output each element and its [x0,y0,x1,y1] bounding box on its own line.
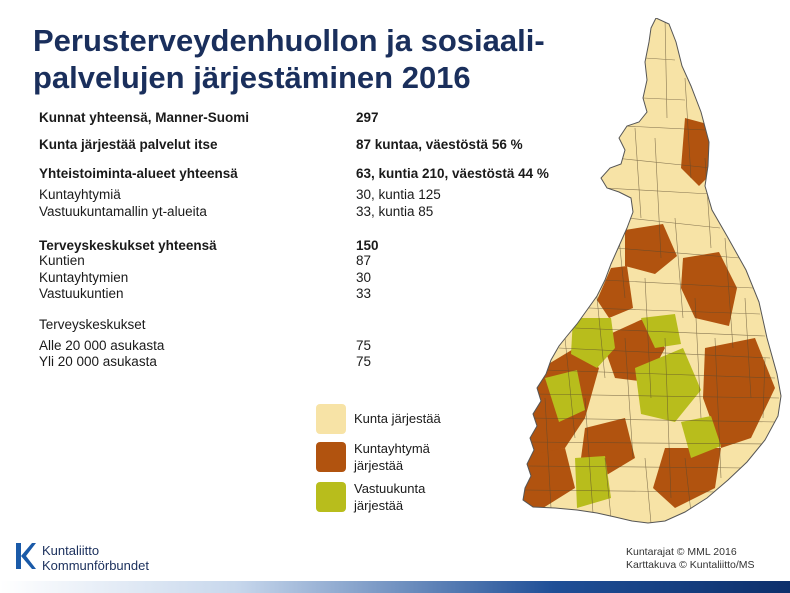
stat-row-kuntayhtymia: Kuntayhtymiä 30, kuntia 125 [39,186,609,203]
logo-text: Kuntaliitto Kommunförbundet [42,543,149,573]
logo-line-2: Kommunförbundet [42,558,149,573]
title-line-1: Perusterveydenhuollon ja sosiaali- [33,23,545,58]
vastuukunta-region [681,416,721,458]
map-credits: Kuntarajat © MML 2016 Karttakuva © Kunta… [626,546,755,572]
legend-label: Vastuukunta järjestää [354,481,426,513]
stat-row-kuntien: Kuntien 87 [39,252,609,269]
stat-label: Terveyskeskukset [39,317,146,332]
stat-row-yhteistoiminta: Yhteistoiminta-alueet yhteensä 63, kunti… [39,165,609,182]
stat-row-kunnat: Kunnat yhteensä, Manner-Suomi 297 [39,109,609,126]
stat-value: 150 [356,238,379,253]
credit-line-1: Kuntarajat © MML 2016 [626,546,737,558]
kuntayhtyma-region [703,338,775,448]
stat-label: Yli 20 000 asukasta [39,354,157,369]
stat-row-terveyskeskukset: Terveyskeskukset yhteensä 150 [39,237,609,254]
stat-value: 30 [356,270,372,285]
finland-outline [522,18,782,524]
legend-label: Kunta järjestää [354,411,441,426]
vastuukunta-region [635,348,701,422]
credit-line-2: Karttakuva © Kuntaliitto/MS [626,559,755,571]
stat-row-vastuukunta: Vastuukuntamallin yt-alueita 33, kuntia … [39,203,609,220]
title-line-2: palvelujen järjestäminen 2016 [33,60,471,95]
vastuukunta-region [545,370,585,422]
stat-value: 30, kuntia 125 [356,187,441,202]
stat-value: 87 kuntaa, väestöstä 56 % [356,137,523,152]
legend-swatch-kuntayhtyma [316,442,346,472]
stat-value: 33 [356,286,372,301]
vastuukunta-region [571,318,615,368]
kuntayhtyma-region [681,252,737,326]
logo-line-1: Kuntaliitto [42,543,100,558]
stat-value: 33, kuntia 85 [356,204,434,219]
legend-label: Kuntayhtymä järjestää [354,441,430,473]
legend-swatch-kunta [316,404,346,434]
stat-row-terveyskeskukset-heading: Terveyskeskukset [39,316,609,333]
kuntayhtyma-region [597,266,633,318]
stat-row-kuntayhtymien: Kuntayhtymien 30 [39,269,609,286]
kuntayhtyma-region [523,448,575,513]
stat-row-alle-20000: Alle 20 000 asukasta 75 [39,337,609,354]
vastuukunta-region [575,456,611,508]
legend-item-kuntayhtyma: Kuntayhtymä järjestää [316,440,516,474]
stat-label: Kuntayhtymien [39,270,129,285]
stat-row-yli-20000: Yli 20 000 asukasta 75 [39,353,609,370]
legend-item-kunta: Kunta järjestää [316,404,516,434]
page-title: Perusterveydenhuollon ja sosiaali- palve… [33,22,613,96]
stat-label: Kunnat yhteensä, Manner-Suomi [39,110,250,125]
stat-label: Kunta järjestää palvelut itse [39,137,218,152]
kuntayhtyma-region [593,76,633,126]
footer-bar [0,581,790,593]
kuntaliitto-logo-icon [16,543,36,569]
stat-value: 63, kuntia 210, väestöstä 44 % [356,166,549,181]
stat-label: Vastuukuntamallin yt-alueita [39,204,207,219]
stat-value: 75 [356,338,372,353]
kuntayhtyma-region [625,224,677,274]
stat-label: Yhteistoiminta-alueet yhteensä [39,166,238,181]
stat-label: Terveyskeskukset yhteensä [39,238,217,253]
legend-swatch-vastuukunta [316,482,346,512]
stat-label: Vastuukuntien [39,286,124,301]
stat-value: 297 [356,110,379,125]
stat-row-vastuukuntien: Vastuukuntien 33 [39,285,609,302]
stat-label: Kuntien [39,253,85,268]
stat-label: Alle 20 000 asukasta [39,338,165,353]
legend-item-vastuukunta: Vastuukunta järjestää [316,480,516,514]
stat-row-itse: Kunta järjestää palvelut itse 87 kuntaa,… [39,136,609,153]
stat-value: 75 [356,354,372,369]
vastuukunta-region [641,314,681,348]
stat-label: Kuntayhtymiä [39,187,121,202]
finland-municipality-map [522,18,782,524]
municipality-borders [524,18,780,523]
stat-value: 87 [356,253,372,268]
